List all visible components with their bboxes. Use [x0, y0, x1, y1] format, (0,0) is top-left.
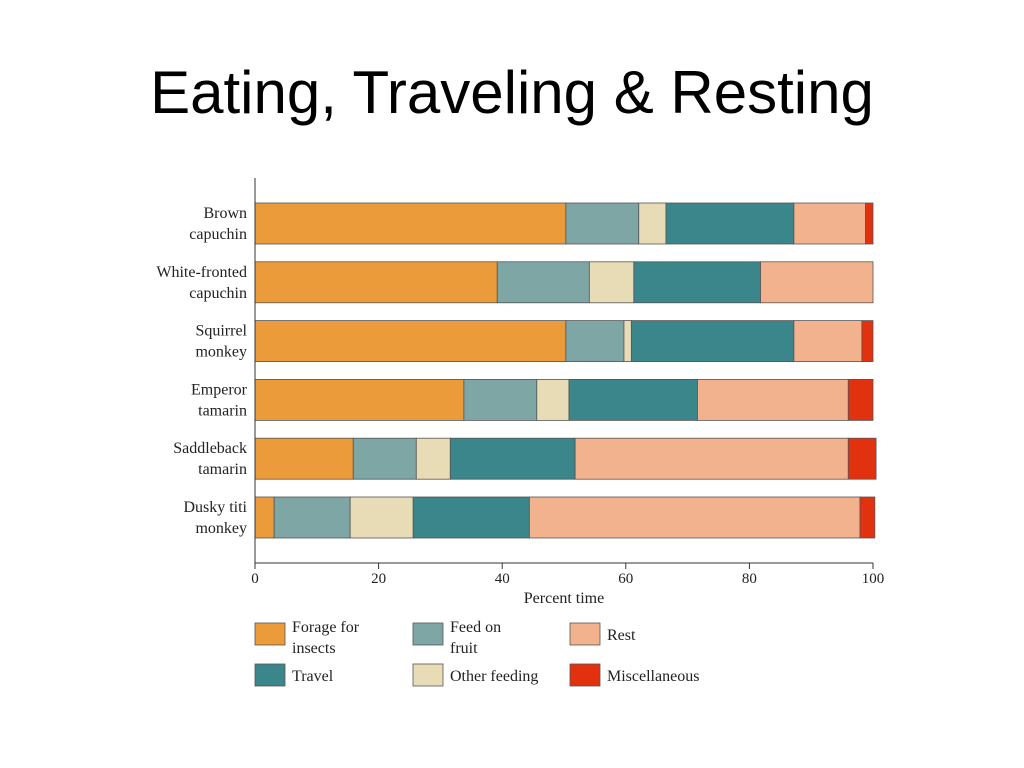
legend-swatch	[412, 663, 444, 687]
legend-swatch	[412, 622, 444, 646]
bar-segment	[463, 378, 538, 421]
legend-swatch	[254, 663, 286, 687]
legend-swatch	[254, 622, 286, 646]
bar-segment	[565, 202, 640, 245]
category-label-line: Emperor	[191, 381, 248, 398]
category-label-line: monkey	[195, 520, 247, 537]
x-tick-label: 40	[495, 571, 510, 587]
category-label: Emperor tamarin	[191, 381, 248, 419]
x-tick-label: 0	[251, 571, 259, 587]
legend-label-line: Feed on	[450, 619, 501, 636]
legend-swatch	[569, 622, 601, 646]
category-label-line: Brown	[203, 205, 247, 222]
bar-segment	[638, 202, 667, 245]
x-axis-title: Percent time	[524, 590, 604, 607]
legend-label-line: Rest	[607, 627, 636, 644]
legend-label: Travel	[292, 668, 334, 685]
legend-label-line: insects	[292, 640, 336, 657]
legend-label-line: Travel	[292, 668, 334, 685]
category-label-line: capuchin	[189, 226, 247, 243]
bar-segment	[254, 496, 275, 539]
legend-swatch	[569, 663, 601, 687]
bar-segment	[793, 202, 866, 245]
bar-segment	[352, 437, 417, 480]
bar-segment	[630, 320, 795, 363]
bar-segment	[415, 437, 451, 480]
axes-group: Brown capuchin White-fronted capuchin Squirr…	[156, 178, 884, 607]
category-label: Saddleback tamarin	[173, 440, 247, 478]
legend-label: Miscellaneous	[607, 668, 699, 685]
bar-segment	[449, 437, 576, 480]
bar-segment	[254, 320, 567, 363]
bars-group	[254, 202, 877, 539]
x-tick-label: 60	[618, 571, 633, 587]
bar-segment	[861, 320, 874, 363]
legend-label: Forage for insects	[292, 619, 360, 657]
bar-segment	[412, 496, 530, 539]
legend-label: Other feeding	[450, 668, 538, 685]
category-label-line: Saddleback	[173, 440, 247, 457]
legend-label-line: fruit	[450, 640, 478, 657]
bar-segment	[273, 496, 351, 539]
category-label-line: monkey	[195, 344, 247, 361]
legend-label-line: Forage for	[292, 619, 360, 636]
bar-segment	[496, 261, 590, 304]
bar-segment	[760, 261, 874, 304]
category-label: Brown capuchin	[189, 205, 247, 243]
bar-segment	[254, 202, 567, 245]
category-label-line: tamarin	[198, 461, 247, 478]
bar-segment	[349, 496, 414, 539]
category-label-line: Dusky titi	[183, 499, 247, 516]
bar-segment	[847, 437, 877, 480]
bar-segment	[865, 202, 874, 245]
bar-segment	[528, 496, 861, 539]
bar-segment	[254, 437, 354, 480]
legend-label: Feed on fruit	[450, 619, 501, 657]
bar-segment	[859, 496, 876, 539]
category-label-line: Squirrel	[195, 323, 247, 340]
bar-segment	[574, 437, 849, 480]
bar-segment	[254, 261, 498, 304]
legend: Forage for insects Feed on fruit Rest Travel O…	[254, 619, 699, 687]
category-label: Squirrel monkey	[195, 323, 247, 361]
bar-segment	[536, 378, 570, 421]
bar-segment	[623, 320, 632, 363]
slide-title: Eating, Traveling & Resting	[150, 59, 874, 126]
category-label-line: capuchin	[189, 285, 247, 302]
category-label: Dusky titi monkey	[183, 499, 247, 537]
bar-segment	[568, 378, 698, 421]
bar-segment	[665, 202, 795, 245]
category-label-line: tamarin	[198, 402, 247, 419]
bar-segment	[254, 378, 465, 421]
x-tick-label: 100	[862, 571, 885, 587]
bar-segment	[697, 378, 849, 421]
x-tick-label: 20	[371, 571, 386, 587]
x-tick-label: 80	[742, 571, 757, 587]
bar-segment	[565, 320, 625, 363]
legend-label-line: Miscellaneous	[607, 668, 699, 685]
bar-segment	[588, 261, 635, 304]
category-label: White-fronted capuchin	[156, 264, 247, 302]
legend-label: Rest	[607, 627, 636, 644]
legend-label-line: Other feeding	[450, 668, 538, 685]
bar-segment	[633, 261, 761, 304]
category-label-line: White-fronted	[156, 264, 247, 281]
bar-segment	[793, 320, 863, 363]
bar-segment	[847, 378, 874, 421]
